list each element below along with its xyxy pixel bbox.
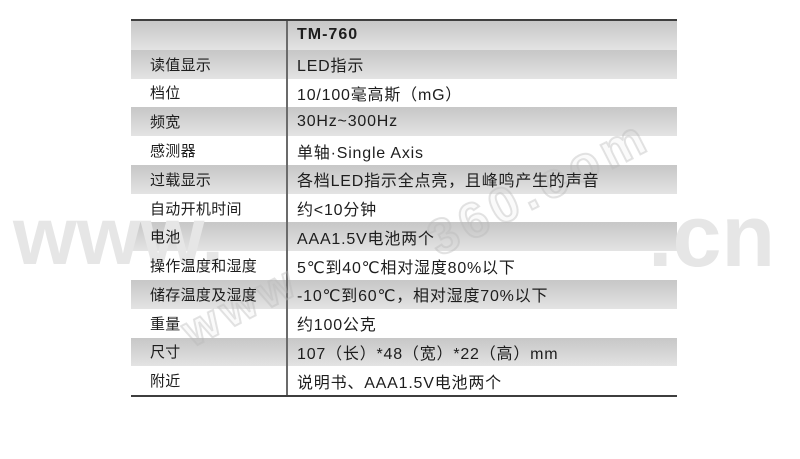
- spec-value-cell: 说明书、AAA1.5V电池两个: [286, 366, 677, 396]
- spec-label-cell: 感测器: [131, 136, 286, 165]
- spec-value-cell: 30Hz~300Hz: [286, 107, 677, 137]
- spec-value-cell: 约<10分钟: [286, 193, 677, 223]
- table-row: 读值显示 LED指示: [131, 49, 677, 79]
- table-row: 频宽 30Hz~300Hz: [131, 107, 677, 137]
- spec-label: 读值显示: [150, 56, 212, 74]
- spec-label-cell: 档位: [131, 79, 286, 108]
- spec-label-cell: 尺寸: [131, 338, 286, 367]
- table-row: 感测器 单轴·Single Axis: [131, 136, 677, 165]
- spec-label-cell: 附近: [131, 366, 286, 395]
- spec-label: 自动开机时间: [150, 200, 242, 218]
- table-body: 读值显示 LED指示 档位 10/100毫高斯（mG） 频宽 30Hz~300H…: [131, 49, 677, 396]
- spec-value: 单轴·Single Axis: [297, 144, 424, 162]
- spec-label: 过载显示: [150, 171, 212, 189]
- spec-value: 10/100毫高斯（mG）: [297, 86, 463, 104]
- table-row: 自动开机时间 约<10分钟: [131, 193, 677, 223]
- spec-value-cell: -10℃到60℃，相对湿度70%以下: [286, 280, 677, 309]
- spec-label-cell: 电池: [131, 222, 286, 251]
- spec-value-cell: 5℃到40℃相对湿度80%以下: [286, 251, 677, 281]
- spec-label-cell: 操作温度和湿度: [131, 251, 286, 280]
- table-row: 电池 AAA1.5V电池两个: [131, 222, 677, 252]
- spec-value: -10℃到60℃，相对湿度70%以下: [297, 288, 549, 306]
- spec-value: AAA1.5V电池两个: [297, 230, 435, 248]
- spec-label-cell: 过载显示: [131, 165, 286, 194]
- spec-label: 重量: [150, 315, 181, 333]
- model-name: TM-760: [297, 26, 359, 44]
- spec-label: 感测器: [150, 143, 196, 161]
- spec-label: 储存温度及湿度: [150, 286, 258, 304]
- spec-value-cell: 107（长）*48（宽）*22（高）mm: [286, 337, 677, 367]
- table-row: 档位 10/100毫高斯（mG）: [131, 78, 677, 108]
- spec-value-cell: 单轴·Single Axis: [286, 136, 677, 165]
- spec-value-cell: LED指示: [286, 49, 677, 79]
- spec-value: 各档LED指示全点亮，且峰鸣产生的声音: [297, 173, 600, 191]
- table-row: 尺寸 107（长）*48（宽）*22（高）mm: [131, 337, 677, 367]
- spec-label: 频宽: [150, 114, 181, 132]
- spec-label-cell: 储存温度及湿度: [131, 280, 286, 309]
- spec-table: TM-760 读值显示 LED指示 档位 10/100毫高斯（mG） 频宽 30…: [131, 19, 677, 398]
- spec-value-cell: 10/100毫高斯（mG）: [286, 78, 677, 108]
- spec-value: 约100公克: [297, 317, 377, 335]
- spec-value-cell: 各档LED指示全点亮，且峰鸣产生的声音: [286, 164, 677, 194]
- header-label-cell: [131, 21, 286, 50]
- spec-label-cell: 读值显示: [131, 50, 286, 79]
- table-row: 重量 约100公克: [131, 308, 677, 338]
- table-row: 储存温度及湿度 -10℃到60℃，相对湿度70%以下: [131, 280, 677, 309]
- spec-value: 5℃到40℃相对湿度80%以下: [297, 259, 516, 277]
- spec-label: 档位: [150, 85, 181, 103]
- spec-value: 107（长）*48（宽）*22（高）mm: [297, 345, 559, 363]
- spec-label-cell: 自动开机时间: [131, 194, 286, 223]
- table-row: 附近 说明书、AAA1.5V电池两个: [131, 366, 677, 396]
- spec-label: 操作温度和湿度: [150, 258, 258, 276]
- spec-value: 说明书、AAA1.5V电池两个: [297, 374, 502, 392]
- spec-value-cell: AAA1.5V电池两个: [286, 222, 677, 252]
- spec-label-cell: 频宽: [131, 107, 286, 136]
- table-header-row: TM-760: [131, 21, 677, 50]
- spec-label: 电池: [150, 229, 181, 247]
- spec-value-cell: 约100公克: [286, 308, 677, 338]
- table-row: 操作温度和湿度 5℃到40℃相对湿度80%以下: [131, 251, 677, 281]
- spec-value: 30Hz~300Hz: [297, 112, 398, 130]
- spec-label-cell: 重量: [131, 309, 286, 338]
- spec-label: 附近: [150, 373, 181, 391]
- spec-label: 尺寸: [150, 344, 181, 362]
- header-model-cell: TM-760: [286, 21, 677, 50]
- spec-value: 约<10分钟: [297, 202, 377, 220]
- spec-value: LED指示: [297, 58, 365, 76]
- table-row: 过载显示 各档LED指示全点亮，且峰鸣产生的声音: [131, 164, 677, 194]
